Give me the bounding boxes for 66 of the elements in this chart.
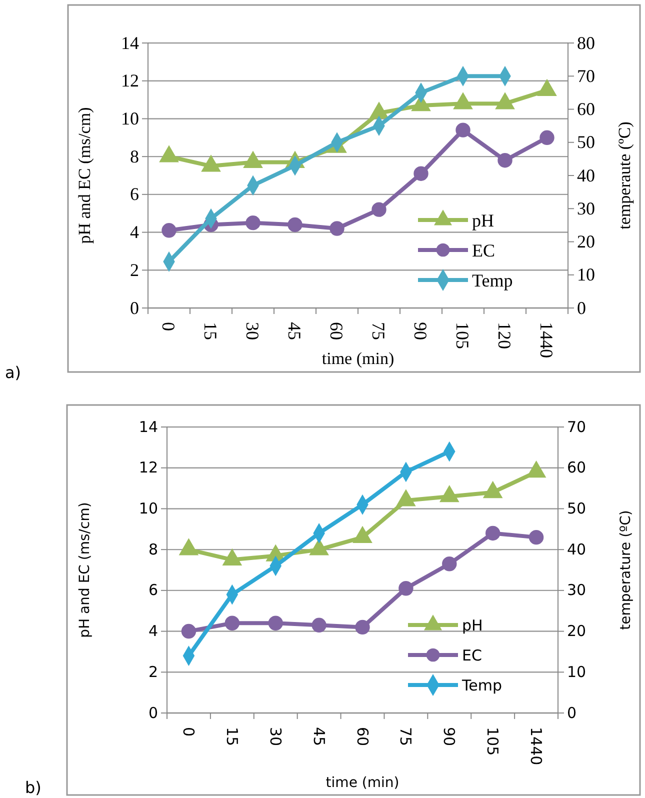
y-axis-title: pH and EC (ms/cm) bbox=[75, 107, 94, 244]
legend-label: EC bbox=[462, 646, 482, 664]
y-tick-label: 10 bbox=[121, 108, 139, 128]
y2-tick-label: 0 bbox=[577, 298, 586, 318]
y-tick-label: 12 bbox=[138, 458, 158, 477]
y2-tick-label: 0 bbox=[567, 704, 577, 722]
y-tick-label: 0 bbox=[148, 704, 158, 722]
y2-tick-label: 10 bbox=[577, 264, 595, 285]
x-tick-label: 75 bbox=[368, 322, 389, 340]
y2-tick-label: 20 bbox=[577, 232, 595, 252]
text: b) bbox=[25, 778, 42, 797]
y-tick-label: 2 bbox=[148, 662, 158, 681]
y2-axis-title: temperaute (ºC) bbox=[615, 122, 634, 230]
x-tick-label: 90 bbox=[440, 727, 458, 746]
y-tick-label: 8 bbox=[130, 146, 139, 166]
y-tick-label: 6 bbox=[130, 184, 139, 204]
x-tick-label: 1440 bbox=[536, 322, 557, 358]
y2-tick-label: 20 bbox=[567, 622, 586, 640]
y-tick-label: 0 bbox=[130, 298, 139, 318]
y2-tick-label: 10 bbox=[567, 662, 586, 681]
y2-tick-label: 30 bbox=[577, 198, 595, 218]
x-tick-label: 15 bbox=[222, 727, 241, 746]
x-tick-label: 30 bbox=[242, 322, 263, 340]
x-tick-label: 105 bbox=[452, 322, 473, 349]
legend-label: EC bbox=[472, 240, 496, 260]
legend-label: pH bbox=[462, 616, 483, 634]
y-tick-label: 8 bbox=[148, 540, 158, 558]
x-tick-label: 90 bbox=[410, 322, 431, 340]
x-tick-label: 120 bbox=[494, 322, 515, 349]
y-tick-label: 14 bbox=[121, 32, 139, 53]
y2-tick-label: 70 bbox=[567, 418, 586, 436]
x-tick-label: 45 bbox=[310, 727, 328, 746]
legend-label: Temp bbox=[461, 676, 502, 694]
y-tick-label: 10 bbox=[138, 500, 158, 518]
x-tick-label: 15 bbox=[200, 322, 221, 340]
y-tick-label: 4 bbox=[148, 622, 158, 640]
x-axis-title: time (min) bbox=[326, 775, 400, 791]
x-tick-label: 60 bbox=[353, 727, 372, 746]
y2-tick-label: 30 bbox=[567, 581, 586, 600]
text: a) bbox=[5, 363, 22, 382]
x-tick-label: 75 bbox=[396, 727, 415, 746]
legend-label: pH bbox=[472, 210, 494, 230]
x-tick-label: 45 bbox=[284, 322, 305, 340]
x-tick-label: 30 bbox=[266, 727, 284, 746]
y2-tick-label: 60 bbox=[577, 99, 595, 120]
y-tick-label: 4 bbox=[130, 222, 139, 242]
y2-tick-label: 50 bbox=[567, 500, 586, 518]
y2-tick-label: 40 bbox=[577, 165, 595, 186]
y2-axis-title: temperature (ºC) bbox=[618, 510, 634, 630]
y2-tick-label: 50 bbox=[577, 132, 595, 152]
y2-tick-label: 60 bbox=[567, 458, 586, 477]
y-tick-label: 12 bbox=[121, 70, 139, 91]
y2-tick-label: 70 bbox=[577, 66, 595, 86]
x-tick-label: 0 bbox=[158, 322, 179, 331]
x-tick-label: 1440 bbox=[527, 727, 546, 766]
x-axis-title: time (min) bbox=[322, 349, 394, 368]
x-tick-label: 0 bbox=[179, 727, 198, 737]
y-tick-label: 2 bbox=[130, 260, 139, 280]
y2-tick-label: 40 bbox=[567, 540, 586, 558]
legend-label: Temp bbox=[472, 270, 513, 290]
x-tick-label: 60 bbox=[326, 322, 347, 340]
y-axis-title: pH and EC (ms/cm) bbox=[77, 502, 93, 638]
y-tick-label: 14 bbox=[138, 418, 158, 436]
x-tick-label: 105 bbox=[484, 727, 502, 756]
y2-tick-label: 80 bbox=[577, 32, 595, 53]
y-tick-label: 6 bbox=[148, 581, 158, 600]
